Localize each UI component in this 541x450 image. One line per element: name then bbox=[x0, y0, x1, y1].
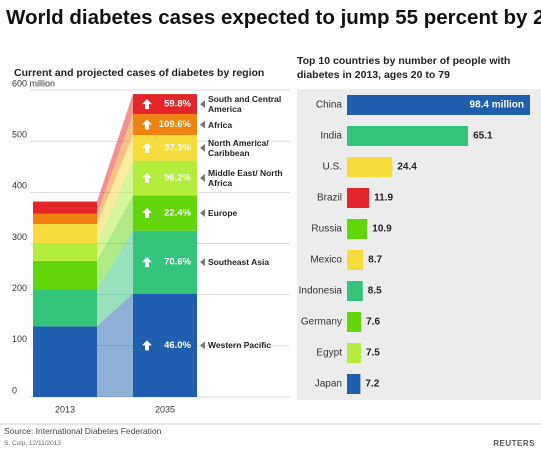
bar bbox=[347, 312, 362, 332]
bar bbox=[347, 343, 361, 363]
x-tick-label: 2013 bbox=[55, 404, 75, 414]
y-tick-label: 200 bbox=[12, 283, 27, 293]
pointer bbox=[200, 174, 205, 183]
y-tick-label: 0 bbox=[12, 385, 17, 395]
category-label: Indonesia bbox=[299, 286, 343, 297]
category-label: Germany bbox=[301, 317, 342, 328]
credit: S. Culp, 12/11/2013 bbox=[4, 440, 61, 447]
category-label: Egypt bbox=[316, 348, 342, 359]
bar-segment bbox=[133, 195, 197, 231]
value-label: 98.4 million bbox=[470, 100, 524, 111]
bar-segment bbox=[33, 289, 97, 327]
region-label: Southeast Asia bbox=[208, 257, 270, 268]
up-arrow bbox=[142, 257, 152, 268]
connector bbox=[97, 160, 133, 261]
category-label: Brazil bbox=[317, 193, 342, 204]
change-label: 22.4% bbox=[164, 208, 191, 219]
value-label: 8.7 bbox=[368, 255, 382, 266]
bar-segment bbox=[133, 114, 197, 136]
connector bbox=[97, 114, 133, 225]
up-arrow bbox=[142, 142, 152, 153]
pointer bbox=[200, 143, 205, 152]
up-arrow bbox=[142, 173, 152, 184]
bar-segment bbox=[33, 224, 97, 243]
region-label: North America/ Caribbean bbox=[208, 137, 269, 158]
right-chart-title: Top 10 countries by number of people wit… bbox=[297, 55, 511, 81]
value-label: 24.4 bbox=[397, 162, 417, 173]
bar bbox=[347, 374, 361, 394]
category-label: Mexico bbox=[310, 255, 342, 266]
connector bbox=[97, 293, 133, 397]
change-label: 109.6% bbox=[159, 119, 192, 130]
pointer bbox=[200, 120, 205, 129]
up-arrow bbox=[142, 340, 152, 351]
left-chart-title: Current and projected cases of diabetes … bbox=[14, 67, 265, 79]
bar bbox=[347, 250, 364, 270]
value-label: 65.1 bbox=[473, 131, 493, 142]
y-tick-label: 500 bbox=[12, 130, 27, 140]
region-label: Europe bbox=[208, 208, 238, 219]
region-label: Western Pacific bbox=[208, 340, 272, 351]
region-label: South and Central America bbox=[208, 94, 282, 115]
pointer bbox=[200, 100, 205, 109]
category-label: China bbox=[316, 100, 343, 111]
pointer bbox=[200, 258, 205, 267]
title: World diabetes cases expected to jump 55… bbox=[6, 6, 541, 29]
y-tick-label: 600 million bbox=[12, 78, 55, 88]
change-label: 59.8% bbox=[164, 99, 191, 110]
source: Source: International Diabetes Federatio… bbox=[4, 426, 162, 436]
change-label: 96.2% bbox=[164, 173, 191, 184]
brand: REUTERS bbox=[493, 439, 535, 448]
connector bbox=[97, 135, 133, 243]
bar-segment bbox=[33, 213, 97, 225]
connector bbox=[97, 195, 133, 290]
value-label: 10.9 bbox=[372, 224, 392, 235]
category-label: Russia bbox=[311, 224, 342, 235]
pointer bbox=[200, 341, 205, 350]
bar bbox=[347, 188, 370, 208]
value-label: 7.6 bbox=[366, 317, 380, 328]
region-label: Africa bbox=[208, 119, 233, 130]
y-tick-label: 400 bbox=[12, 181, 27, 191]
value-label: 7.2 bbox=[365, 379, 379, 390]
bar bbox=[347, 281, 363, 301]
up-arrow bbox=[142, 99, 152, 110]
change-label: 46.0% bbox=[164, 340, 191, 351]
bar bbox=[347, 95, 530, 115]
category-label: Japan bbox=[315, 379, 342, 390]
change-label: 70.6% bbox=[164, 257, 191, 268]
x-tick-label: 2035 bbox=[155, 404, 175, 414]
bar-segment bbox=[33, 260, 97, 290]
change-label: 37.3% bbox=[164, 142, 191, 153]
value-label: 7.5 bbox=[366, 348, 380, 359]
up-arrow bbox=[142, 208, 152, 219]
pointer bbox=[200, 209, 205, 218]
y-tick-label: 100 bbox=[12, 334, 27, 344]
value-label: 11.9 bbox=[374, 193, 393, 204]
bar bbox=[347, 219, 368, 239]
value-label: 8.5 bbox=[368, 286, 382, 297]
bar-segment bbox=[33, 242, 97, 261]
category-label: India bbox=[320, 131, 342, 142]
bar bbox=[347, 157, 393, 177]
bar bbox=[347, 126, 469, 146]
bar-segment bbox=[33, 201, 97, 214]
connector bbox=[97, 230, 133, 327]
region-label: Middle East/ North Africa bbox=[208, 168, 283, 188]
connector bbox=[97, 94, 133, 214]
y-tick-label: 300 bbox=[12, 232, 27, 242]
up-arrow bbox=[142, 119, 152, 130]
category-label: U.S. bbox=[323, 162, 342, 173]
bar-segment bbox=[33, 326, 97, 397]
